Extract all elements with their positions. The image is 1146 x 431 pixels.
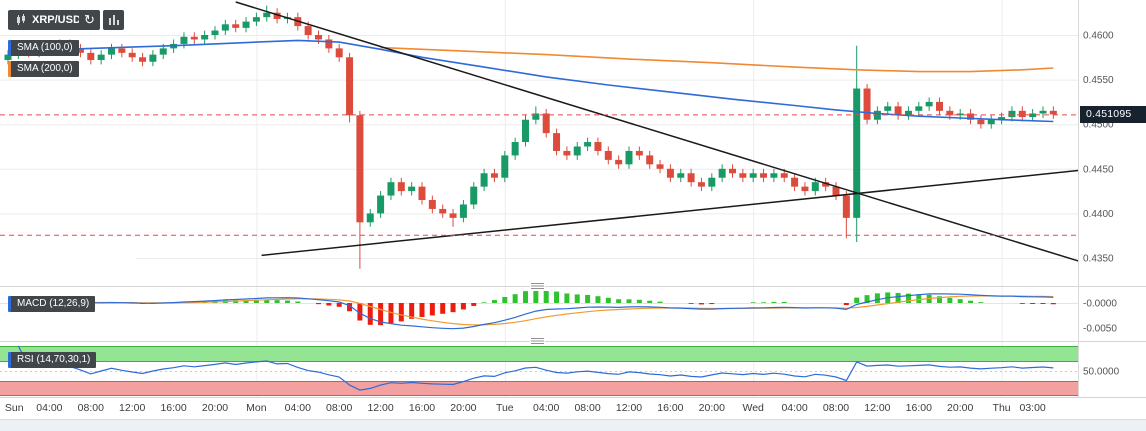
- symbol-button[interactable]: XRP/USD: [8, 10, 89, 30]
- svg-text:12:00: 12:00: [119, 402, 145, 414]
- svg-text:03:00: 03:00: [1020, 402, 1046, 414]
- svg-text:50.0000: 50.0000: [1083, 367, 1120, 378]
- svg-text:08:00: 08:00: [326, 402, 352, 414]
- sma200-label: SMA (200,0): [17, 63, 73, 74]
- svg-text:12:00: 12:00: [864, 402, 890, 414]
- svg-text:08:00: 08:00: [78, 402, 104, 414]
- sma100-line[interactable]: [7, 39, 1054, 123]
- svg-text:08:00: 08:00: [823, 402, 849, 414]
- svg-text:12:00: 12:00: [367, 402, 393, 414]
- rsi-line: [17, 345, 1054, 391]
- svg-text:-0.0000: -0.0000: [1083, 299, 1117, 310]
- descending-trendline[interactable]: [235, 1, 1095, 266]
- svg-text:Mon: Mon: [246, 402, 267, 414]
- price-pane[interactable]: [0, 1, 1095, 269]
- symbol-label: XRP/USD: [32, 14, 81, 26]
- svg-text:0.4600: 0.4600: [1083, 31, 1114, 42]
- svg-text:20:00: 20:00: [699, 402, 725, 414]
- svg-text:20:00: 20:00: [202, 402, 228, 414]
- sma200-line[interactable]: [380, 46, 1054, 73]
- svg-text:0.4350: 0.4350: [1083, 254, 1114, 265]
- day-gridlines: [256, 0, 1003, 397]
- indicator-label-rsi[interactable]: RSI (14,70,30,1): [8, 352, 97, 368]
- svg-text:04:00: 04:00: [36, 402, 62, 414]
- macd-label: MACD (12,26,9): [17, 298, 90, 309]
- candlestick-series: [4, 5, 1057, 269]
- macd-pane[interactable]: [0, 289, 1078, 330]
- svg-text:16:00: 16:00: [409, 402, 435, 414]
- refresh-button[interactable]: ↻: [79, 10, 100, 30]
- svg-text:0.4550: 0.4550: [1083, 75, 1114, 86]
- svg-text:04:00: 04:00: [285, 402, 311, 414]
- pane-resize-handle[interactable]: [530, 282, 545, 290]
- svg-text:04:00: 04:00: [533, 402, 559, 414]
- svg-text:-0.0050: -0.0050: [1083, 324, 1117, 335]
- ascending-trendline[interactable]: [261, 169, 1095, 257]
- rsi-oversold-band: [0, 381, 1078, 396]
- svg-text:Thu: Thu: [993, 402, 1011, 414]
- svg-text:16:00: 16:00: [657, 402, 683, 414]
- last-price-badge: 0.451095: [1080, 106, 1146, 123]
- macd-histogram: [36, 291, 1056, 326]
- svg-text:20:00: 20:00: [947, 402, 973, 414]
- svg-text:0.4450: 0.4450: [1083, 164, 1114, 175]
- svg-text:12:00: 12:00: [616, 402, 642, 414]
- bottom-strip: [0, 419, 1146, 431]
- chart-type-icon: [108, 15, 119, 25]
- rsi-overbought-band: [0, 346, 1078, 361]
- indicator-label-sma200[interactable]: SMA (200,0): [8, 61, 79, 77]
- svg-text:04:00: 04:00: [781, 402, 807, 414]
- svg-text:Sun: Sun: [5, 402, 24, 414]
- pane-resize-handle[interactable]: [530, 337, 545, 345]
- macd-signal-line: [7, 295, 1054, 326]
- svg-text:16:00: 16:00: [160, 402, 186, 414]
- svg-text:20:00: 20:00: [450, 402, 476, 414]
- sma100-label: SMA (100,0): [17, 42, 73, 53]
- candles-icon: [17, 14, 25, 25]
- svg-text:Wed: Wed: [742, 402, 764, 414]
- rsi-pane[interactable]: [0, 345, 1078, 396]
- chart-type-button[interactable]: [103, 10, 124, 30]
- svg-text:16:00: 16:00: [906, 402, 932, 414]
- svg-text:0.4400: 0.4400: [1083, 209, 1114, 220]
- svg-text:Tue: Tue: [496, 402, 514, 414]
- indicator-label-sma100[interactable]: SMA (100,0): [8, 40, 79, 56]
- svg-text:0.4500: 0.4500: [1083, 120, 1114, 131]
- rsi-label: RSI (14,70,30,1): [17, 354, 91, 365]
- time-axis: Sun 04:00 08:00 12:00 16:00 20:00 Mon 04:00 08:0…: [5, 402, 1046, 414]
- indicator-label-macd[interactable]: MACD (12,26,9): [8, 296, 96, 312]
- macd-line: [7, 293, 1054, 330]
- svg-text:08:00: 08:00: [574, 402, 600, 414]
- blank-overlay: [0, 246, 136, 268]
